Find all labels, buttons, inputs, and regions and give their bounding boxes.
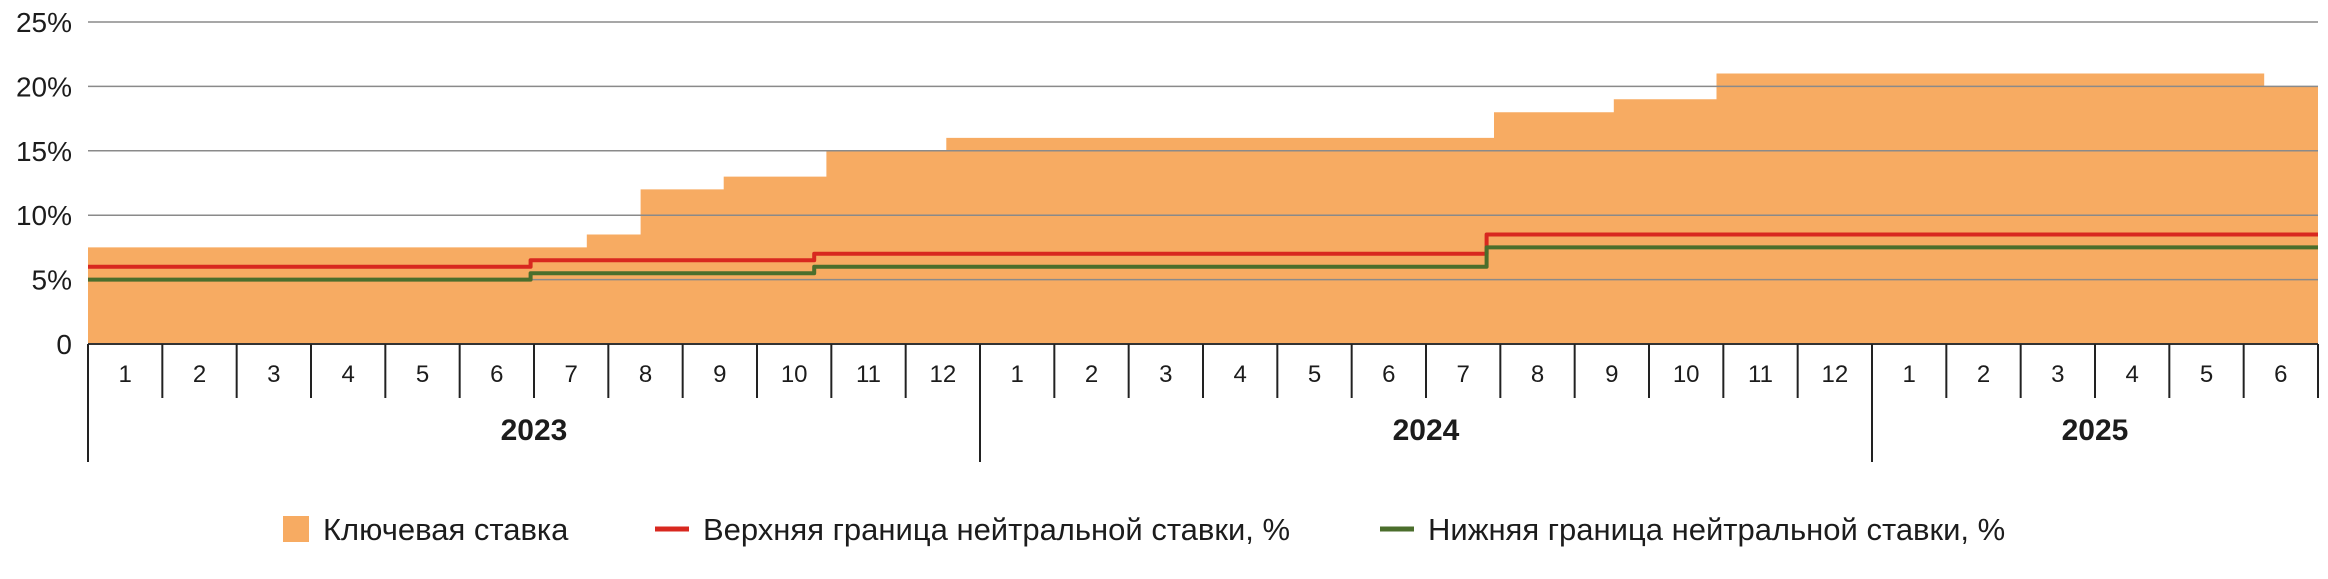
month-tick-label: 2 <box>193 361 206 388</box>
month-tick-label: 8 <box>1531 361 1544 388</box>
key-rate-area <box>88 73 2318 344</box>
month-tick-label: 3 <box>2051 361 2064 388</box>
month-tick-label: 11 <box>856 361 881 388</box>
legend-swatch <box>283 516 309 542</box>
month-tick-label: 9 <box>713 361 726 388</box>
month-tick-label: 6 <box>1382 361 1395 388</box>
month-tick-label: 2 <box>1085 361 1098 388</box>
month-tick-label: 8 <box>639 361 652 388</box>
y-tick-label: 15% <box>16 136 72 167</box>
month-tick-label: 7 <box>564 361 577 388</box>
y-tick-label: 10% <box>16 200 72 231</box>
month-tick-label: 3 <box>1159 361 1172 388</box>
month-tick-label: 7 <box>1456 361 1469 388</box>
area-layer <box>88 73 2318 344</box>
lower-neutral-rate-line <box>88 245 2318 282</box>
month-tick-label: 9 <box>1605 361 1618 388</box>
legend-item: Ключевая ставка <box>283 512 569 547</box>
month-tick-label: 5 <box>1308 361 1321 388</box>
month-tick-label: 10 <box>781 361 808 388</box>
month-tick-label: 6 <box>2274 361 2287 388</box>
y-tick-label: 25% <box>16 7 72 38</box>
year-label: 2025 <box>2062 414 2129 447</box>
upper-neutral-rate-line <box>88 232 2318 269</box>
month-tick-label: 1 <box>1902 361 1915 388</box>
legend-label: Ключевая ставка <box>323 512 569 547</box>
x-axis: 1 2 3 4 5 6 7 8 9 10 11 12 1 2 3 4 5 6 7 8 9 10 11 12 1 2 3 4 5 62023… <box>87 344 2319 462</box>
legend-item: Верхняя граница нейтральной ставки, % <box>655 512 1290 547</box>
month-tick-label: 10 <box>1673 361 1700 388</box>
month-tick-label: 5 <box>2200 361 2213 388</box>
y-tick-label: 0 <box>56 329 72 360</box>
month-tick-label: 4 <box>341 361 354 388</box>
month-tick-label: 5 <box>416 361 429 388</box>
legend: Ключевая ставка Верхняя граница нейтральн… <box>283 512 2005 547</box>
month-tick-label: 1 <box>1010 361 1023 388</box>
month-tick-label: 4 <box>1233 361 1246 388</box>
month-tick-label: 12 <box>929 361 956 388</box>
month-tick-label: 1 <box>118 361 131 388</box>
month-tick-label: 2 <box>1977 361 1990 388</box>
month-tick-label: 4 <box>2125 361 2138 388</box>
month-tick-label: 11 <box>1748 361 1773 388</box>
y-tick-label: 5% <box>32 265 72 296</box>
month-tick-label: 12 <box>1821 361 1848 388</box>
year-label: 2023 <box>501 414 568 447</box>
legend-label: Верхняя граница нейтральной ставки, % <box>703 512 1290 547</box>
y-tick-label: 20% <box>16 71 72 102</box>
legend-item: Нижняя граница нейтральной ставки, % <box>1380 512 2005 547</box>
month-tick-label: 3 <box>267 361 280 388</box>
y-axis: 0 5% 10% 15% 20% 25% <box>16 7 72 360</box>
year-label: 2024 <box>1393 414 1460 447</box>
month-tick-label: 6 <box>490 361 503 388</box>
legend-label: Нижняя граница нейтральной ставки, % <box>1428 512 2005 547</box>
line-layer <box>88 232 2318 282</box>
